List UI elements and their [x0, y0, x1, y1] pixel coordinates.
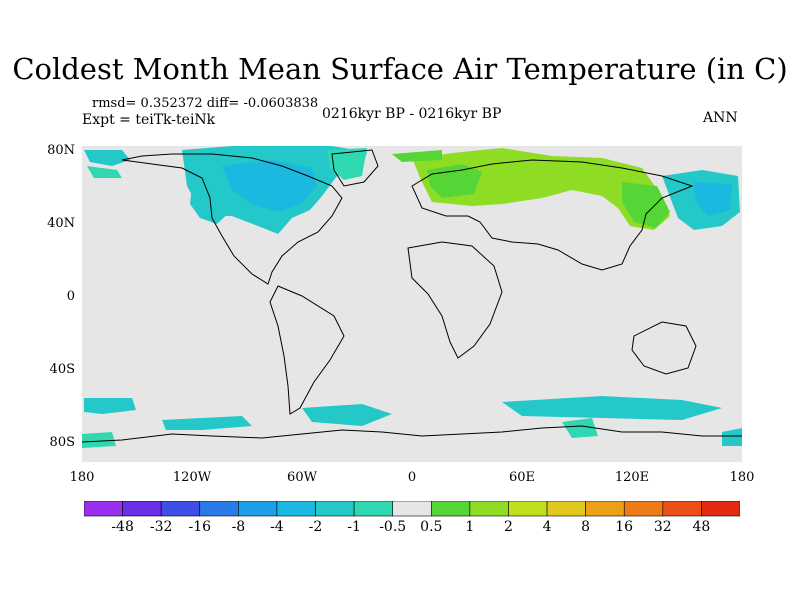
coastlines — [82, 149, 742, 443]
cool-patch-pacific-east-core — [694, 182, 732, 216]
colorbar-swatch — [701, 501, 740, 517]
world-temperature-map — [82, 146, 742, 462]
colorbar-label: -48 — [111, 519, 134, 535]
colorbar-label: 1 — [465, 519, 475, 535]
coast-australia — [631, 321, 697, 375]
colorbar-label: 2 — [504, 519, 513, 535]
lon-label: 180 — [729, 470, 755, 485]
lon-label: 60W — [287, 470, 317, 485]
colorbar-label: 48 — [692, 519, 711, 535]
cool-patch-southern-2 — [162, 416, 252, 430]
colorbar-label: 16 — [615, 519, 634, 535]
colorbar-label: 32 — [653, 519, 672, 535]
warm-patch-siberia-east — [622, 182, 670, 228]
rmsd-diff-stats: rmsd= 0.352372 diff= -0.0603838 — [92, 96, 319, 111]
lon-label: 120W — [172, 470, 212, 485]
lat-label: 80N — [47, 143, 75, 158]
colorbar-label: -1 — [347, 519, 361, 535]
lat-label: 40S — [49, 362, 75, 377]
coast-north-america — [121, 153, 343, 285]
warm-patch-north-russia — [392, 150, 442, 162]
colorbar-swatch — [353, 501, 394, 517]
cool-patch-southern-1 — [84, 398, 136, 414]
coast-south-america — [269, 285, 345, 415]
lon-label: 60E — [508, 470, 536, 485]
cool-patch-antarctic-2 — [82, 432, 116, 448]
cool-patch-southern-3 — [302, 404, 392, 426]
cool-patch-antarctic-1 — [562, 418, 598, 438]
cool-patch-canada-core — [222, 160, 317, 212]
colorbar-label: 8 — [581, 519, 591, 535]
colorbar-swatch — [469, 501, 509, 517]
lat-label: 80S — [49, 435, 75, 450]
colorbar-swatch — [623, 501, 664, 517]
lon-label: 120E — [614, 470, 650, 485]
colorbar-swatch — [84, 501, 123, 517]
colorbar-swatch — [662, 501, 702, 517]
colorbar-swatch — [160, 501, 201, 517]
colorbar-label: -32 — [149, 519, 173, 535]
warm-patch-eurasia — [412, 148, 670, 230]
colorbar-swatch — [238, 501, 278, 517]
cool-patch-alaska-2 — [87, 166, 122, 178]
colorbar — [84, 501, 740, 517]
coast-greenland — [331, 149, 379, 187]
colorbar-swatch — [315, 501, 355, 517]
cool-patch-alaska — [84, 150, 130, 166]
colorbar-swatch — [122, 501, 162, 517]
cool-patch-antarctic-3 — [722, 428, 742, 446]
cool-patch-greenland — [327, 148, 367, 180]
coast-antarctica — [82, 425, 742, 443]
colorbar-label: -2 — [308, 519, 323, 535]
colorbar-swatch — [508, 501, 548, 517]
colorbar-swatch — [276, 501, 316, 517]
colorbar-label: 4 — [542, 519, 552, 535]
colorbar-swatch — [199, 501, 239, 517]
season-label: ANN — [703, 110, 738, 126]
lat-label: 40N — [47, 216, 75, 231]
colorbar-label: -16 — [188, 519, 212, 535]
period-label: 0216kyr BP - 0216kyr BP — [322, 106, 502, 122]
cool-patch-southern-4 — [502, 396, 722, 420]
colorbar-label: -0.5 — [379, 519, 407, 535]
coast-europe-asia — [411, 159, 694, 271]
lat-label: 0 — [66, 289, 75, 304]
colorbar-label: -4 — [270, 519, 284, 535]
colorbar-swatch — [430, 501, 471, 517]
colorbar-swatch — [392, 501, 432, 517]
colorbar-label: 0.5 — [420, 519, 443, 535]
chart-title: Coldest Month Mean Surface Air Temperatu… — [12, 52, 788, 86]
colorbar-label: -8 — [231, 519, 246, 535]
colorbar-swatch — [546, 501, 586, 517]
coast-africa — [407, 241, 503, 359]
lon-label: 180 — [69, 470, 95, 485]
experiment-label: Expt = teiTk-teiNk — [82, 112, 216, 128]
colorbar-swatch — [585, 501, 625, 517]
lon-label: 0 — [407, 470, 417, 485]
